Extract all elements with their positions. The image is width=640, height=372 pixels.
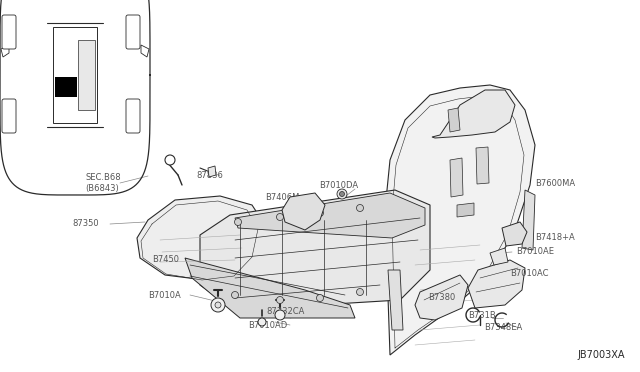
Text: B7406M: B7406M xyxy=(265,193,300,202)
Circle shape xyxy=(356,205,364,212)
Text: JB7003XA: JB7003XA xyxy=(577,350,625,360)
Text: B7010DA: B7010DA xyxy=(319,180,358,189)
Text: B7600MA: B7600MA xyxy=(535,179,575,187)
Circle shape xyxy=(317,209,323,217)
Circle shape xyxy=(339,192,344,196)
Text: 87332CA: 87332CA xyxy=(266,307,305,315)
Text: 87350: 87350 xyxy=(72,219,99,228)
Polygon shape xyxy=(185,258,355,318)
Polygon shape xyxy=(1,45,9,57)
Polygon shape xyxy=(282,193,325,230)
Circle shape xyxy=(258,318,266,326)
Polygon shape xyxy=(457,203,474,217)
Polygon shape xyxy=(388,270,403,330)
Circle shape xyxy=(356,289,364,295)
Polygon shape xyxy=(468,260,525,308)
FancyBboxPatch shape xyxy=(126,15,140,49)
Text: B7010AE: B7010AE xyxy=(516,247,554,257)
Text: B7010AC: B7010AC xyxy=(510,269,548,279)
Text: B7010A: B7010A xyxy=(148,291,180,299)
Circle shape xyxy=(234,218,241,225)
FancyBboxPatch shape xyxy=(2,15,16,49)
Text: B731B: B731B xyxy=(468,311,496,320)
Circle shape xyxy=(337,189,347,199)
Polygon shape xyxy=(415,275,468,320)
Text: SEC.B68: SEC.B68 xyxy=(85,173,120,183)
Polygon shape xyxy=(141,45,149,57)
Polygon shape xyxy=(522,190,535,250)
Polygon shape xyxy=(53,27,97,123)
Polygon shape xyxy=(200,190,430,310)
Polygon shape xyxy=(137,196,265,280)
Text: B7418+A: B7418+A xyxy=(535,232,575,241)
Polygon shape xyxy=(502,222,527,246)
Text: B7010AD: B7010AD xyxy=(248,321,287,330)
Polygon shape xyxy=(385,85,535,355)
Circle shape xyxy=(211,298,225,312)
Polygon shape xyxy=(448,108,460,132)
Polygon shape xyxy=(78,40,95,110)
Text: B7380: B7380 xyxy=(428,292,455,301)
Text: 87836: 87836 xyxy=(196,171,223,180)
Circle shape xyxy=(165,155,175,165)
Polygon shape xyxy=(450,158,463,197)
Circle shape xyxy=(275,310,285,320)
Polygon shape xyxy=(0,0,150,195)
Text: B7348EA: B7348EA xyxy=(484,324,522,333)
Polygon shape xyxy=(235,193,425,238)
Circle shape xyxy=(276,214,284,221)
Polygon shape xyxy=(476,147,489,184)
Circle shape xyxy=(317,295,323,301)
Polygon shape xyxy=(432,90,515,138)
Bar xyxy=(55,77,77,97)
FancyBboxPatch shape xyxy=(2,99,16,133)
Circle shape xyxy=(232,292,239,298)
Text: (B6843): (B6843) xyxy=(85,185,119,193)
Polygon shape xyxy=(490,248,508,265)
FancyBboxPatch shape xyxy=(126,99,140,133)
Polygon shape xyxy=(208,166,216,177)
Text: B7450: B7450 xyxy=(152,256,179,264)
Circle shape xyxy=(276,296,284,304)
Circle shape xyxy=(215,302,221,308)
